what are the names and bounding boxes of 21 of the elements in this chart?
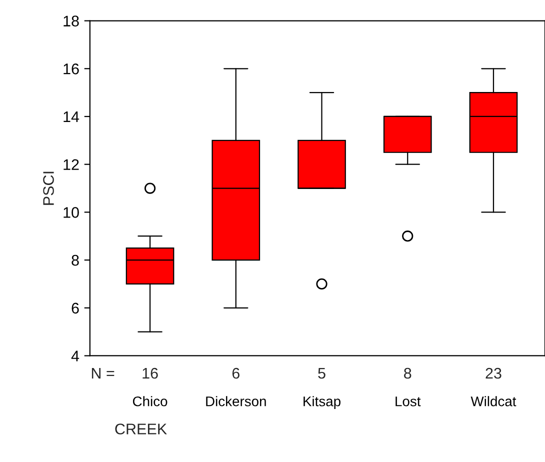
y-axis-title: PSCI [43,172,54,205]
text: 16 [142,368,158,379]
y-tick-label: 12 [64,159,79,170]
y-tick-label: 8 [72,254,79,266]
text: 6 [232,368,240,379]
x-tick-label: Wildcat [470,396,516,406]
x-tick-label: Dickerson [206,396,266,406]
y-tick-label: 18 [64,16,79,26]
y-tick-label: 16 [64,64,79,74]
x-axis-title: CREEK [115,424,167,434]
y-tick-label: 14 [64,112,80,122]
text: N = [92,368,114,379]
text: 8 [404,368,412,379]
text: 23 [486,368,502,379]
y-tick-label: 10 [64,207,79,218]
y-tick-label: 4 [71,350,80,362]
y-tick-label: 6 [72,302,79,314]
x-tick-label: Chico [132,396,168,406]
x-tick-label: Kitsap [304,396,340,410]
x-tick-label: Lost [396,396,421,406]
text: 5 [318,368,326,379]
